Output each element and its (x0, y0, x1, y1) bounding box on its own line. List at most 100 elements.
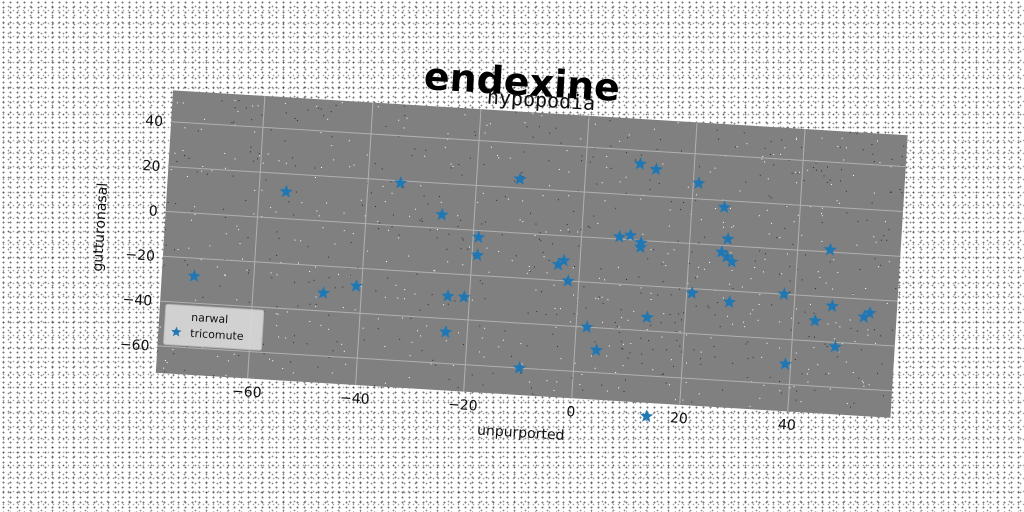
noise-speck (779, 321, 781, 323)
noise-speck (837, 145, 839, 147)
noise-speck (293, 335, 296, 337)
data-point (441, 289, 455, 303)
noise-speck (747, 377, 749, 379)
noise-speck (292, 157, 294, 159)
noise-speck (276, 254, 278, 256)
noise-speck (247, 236, 249, 239)
noise-speck (826, 346, 828, 348)
noise-speck (194, 213, 196, 215)
noise-speck (680, 319, 683, 321)
noise-speck (188, 247, 190, 249)
noise-speck (288, 201, 290, 203)
noise-speck (486, 247, 488, 249)
noise-speck (555, 326, 557, 328)
noise-speck (250, 151, 252, 153)
noise-speck (829, 179, 831, 181)
grid-line-x (571, 115, 590, 399)
noise-speck (587, 225, 589, 227)
noise-speck (294, 165, 296, 167)
noise-speck (762, 156, 764, 158)
noise-speck (615, 371, 617, 374)
noise-speck (202, 296, 204, 298)
noise-speck (798, 322, 800, 324)
noise-speck (258, 153, 260, 155)
noise-speck (245, 200, 247, 202)
noise-speck (609, 120, 611, 122)
noise-speck (852, 371, 854, 374)
noise-speck (532, 136, 534, 138)
noise-speck (821, 170, 823, 172)
noise-speck (773, 164, 775, 166)
noise-speck (225, 374, 227, 376)
noise-speck (187, 264, 189, 266)
noise-speck (807, 381, 809, 383)
noise-speck (821, 215, 823, 217)
data-point (633, 156, 648, 170)
noise-speck (200, 128, 202, 130)
noise-speck (538, 126, 540, 128)
noise-speck (604, 279, 606, 281)
data-point (557, 253, 571, 267)
noise-speck (233, 121, 235, 123)
noise-speck (285, 337, 287, 339)
noise-speck (727, 315, 729, 317)
noise-speck (484, 132, 486, 134)
noise-speck (813, 347, 815, 349)
noise-speck (594, 341, 596, 343)
noise-speck (253, 160, 255, 162)
noise-speck (285, 162, 287, 164)
noise-speck (486, 124, 488, 126)
plot-noise-texture (157, 99, 905, 416)
noise-speck (834, 338, 836, 340)
noise-speck (427, 304, 429, 306)
data-point (187, 269, 201, 283)
noise-speck (729, 207, 732, 209)
noise-speck (685, 381, 687, 384)
noise-speck (891, 158, 893, 160)
noise-speck (742, 321, 744, 323)
legend-label-narwal: narwal (191, 311, 229, 326)
noise-speck (384, 346, 386, 348)
noise-speck (377, 220, 379, 222)
noise-speck (717, 138, 720, 140)
noise-speck (814, 287, 816, 290)
noise-speck (536, 311, 538, 313)
x-tick-label: 20 (669, 410, 688, 427)
noise-speck (903, 145, 905, 147)
noise-speck (741, 286, 743, 288)
data-point (639, 409, 654, 423)
noise-speck (558, 168, 560, 170)
noise-speck (722, 389, 724, 391)
noise-speck (710, 337, 712, 339)
noise-speck (652, 369, 654, 371)
noise-speck (670, 359, 672, 361)
noise-speck (318, 215, 320, 217)
noise-speck (323, 115, 325, 117)
noise-speck (653, 128, 656, 130)
series-tricomute (187, 156, 877, 423)
noise-speck (704, 236, 706, 238)
noise-speck (361, 204, 363, 206)
noise-speck (390, 181, 392, 183)
noise-speck (856, 133, 858, 135)
noise-speck (620, 341, 622, 343)
noise-speck (526, 272, 528, 274)
noise-speck (790, 329, 792, 331)
noise-speck (328, 256, 330, 258)
noise-speck (618, 387, 620, 389)
noise-speck (841, 169, 843, 171)
legend-star-icon (171, 326, 182, 337)
y-tick-label: −60 (119, 337, 149, 355)
x-tick-label: −40 (340, 390, 370, 408)
noise-speck (628, 134, 630, 136)
noise-speck (623, 390, 625, 392)
noise-speck (212, 375, 215, 377)
data-point (825, 299, 839, 313)
noise-speck (320, 166, 323, 168)
noise-speck (410, 317, 412, 319)
noise-speck (276, 325, 278, 327)
noise-speck (828, 372, 830, 374)
noise-speck (434, 270, 436, 272)
y-axis-label: gutturonasal (90, 182, 111, 272)
